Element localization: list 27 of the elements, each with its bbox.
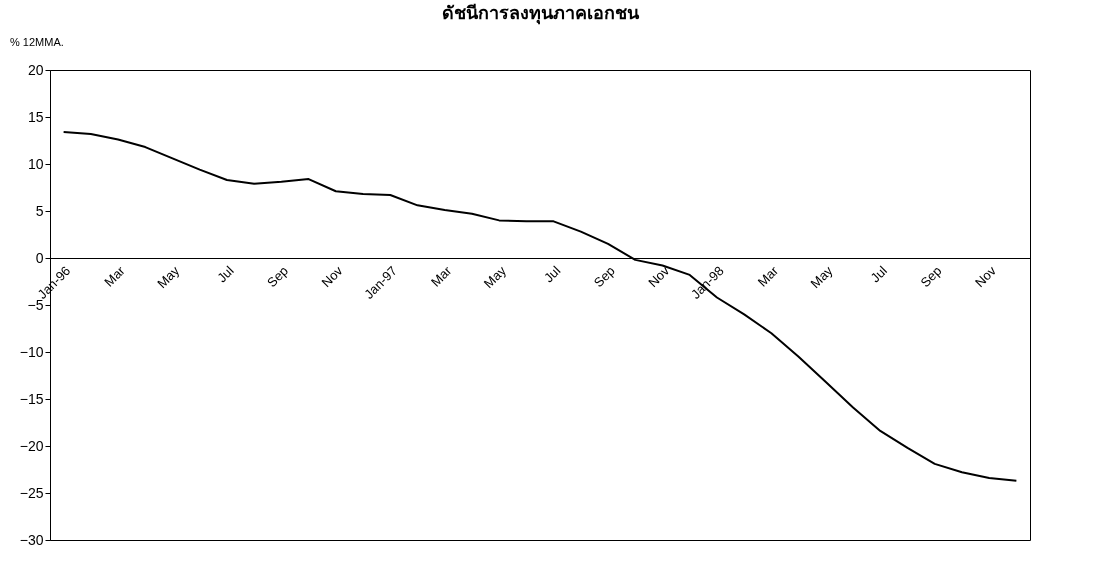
x-tick-label: Sep <box>917 263 945 291</box>
x-tick-label: Sep <box>264 263 292 291</box>
x-tick-label: Mar <box>754 262 782 290</box>
x-tick-label: May <box>154 262 183 292</box>
y-tick-label: 20 <box>27 61 44 78</box>
x-tick-label: Jul <box>214 263 237 286</box>
x-tick-label: Nov <box>318 262 346 291</box>
y-tick-label: −15 <box>19 390 44 407</box>
x-tick-label: Sep <box>590 263 618 291</box>
y-tick-label: −25 <box>19 484 44 501</box>
x-tick-label: Mar <box>101 262 129 290</box>
y-tick-label: −30 <box>19 531 44 548</box>
x-tick-label: Jul <box>867 263 891 286</box>
y-tick-label: −20 <box>19 437 44 454</box>
x-tick-label: May <box>807 262 836 292</box>
x-tick-label: Nov <box>645 262 673 291</box>
y-tick-label: −10 <box>19 343 44 360</box>
chart-title: ดัชนีการลงทุนภาคเอกชน <box>441 2 640 25</box>
x-tick-label: Jul <box>540 263 564 286</box>
x-tick-label: Nov <box>971 262 1000 291</box>
y-tick-label: 10 <box>27 155 44 172</box>
y-axis-title: % 12MMA. <box>10 36 64 48</box>
x-tick-label: Mar <box>427 262 455 290</box>
y-tick-label: 15 <box>27 108 44 125</box>
y-tick-label: 0 <box>35 249 44 266</box>
y-tick-label: 5 <box>35 202 44 219</box>
x-tick-label: May <box>480 262 510 292</box>
